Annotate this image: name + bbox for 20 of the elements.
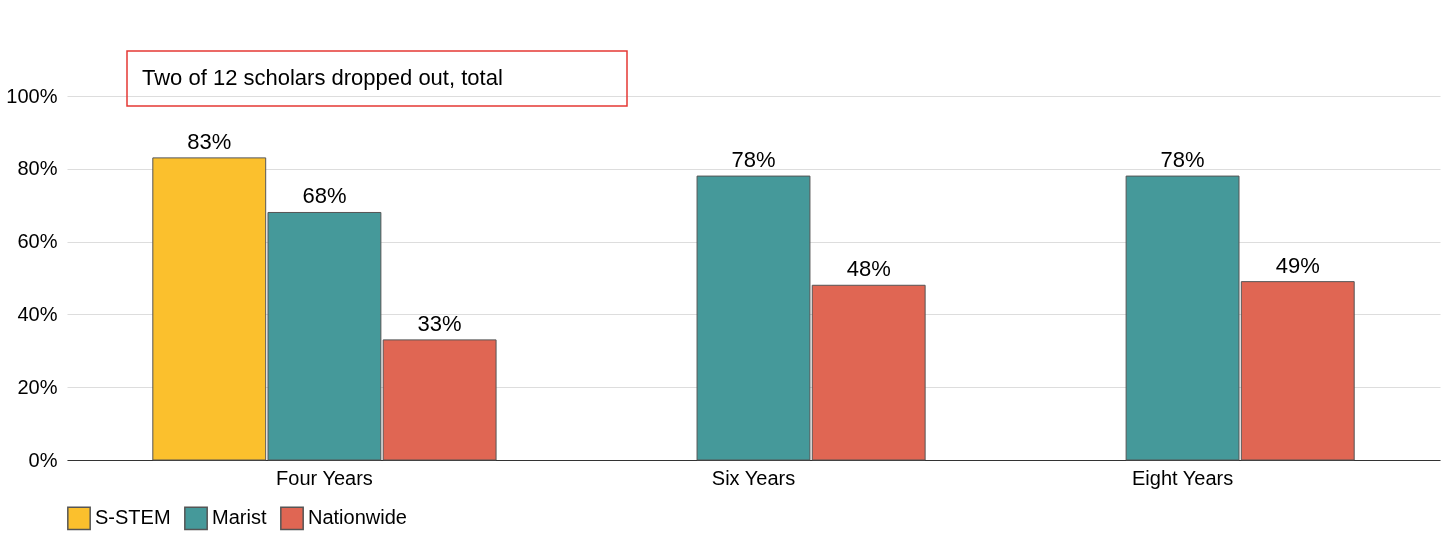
text: 68% xyxy=(302,183,347,209)
y-tick-label: 100% xyxy=(6,84,58,107)
y-tick-label: 40% xyxy=(17,302,58,325)
y-tick-label: 20% xyxy=(17,375,58,398)
text: 83% xyxy=(187,128,232,154)
text: 78% xyxy=(731,147,776,173)
legend-label: Marist xyxy=(212,506,267,529)
text: 48% xyxy=(846,256,891,282)
text: Two of 12 scholars dropped out, total xyxy=(142,65,503,90)
legend-label: S-STEM xyxy=(95,506,171,529)
x-tick-label: Six Years xyxy=(711,466,796,489)
text: 78% xyxy=(1160,147,1205,173)
text: 33% xyxy=(417,310,462,336)
legend-label: Nationwide xyxy=(308,506,407,529)
y-tick-label: 0% xyxy=(28,448,58,471)
y-tick-label: 60% xyxy=(17,230,58,253)
x-tick-label: Eight Years xyxy=(1131,466,1234,489)
x-tick-label: Four Years xyxy=(276,466,373,489)
y-tick-label: 80% xyxy=(17,157,58,180)
text: 49% xyxy=(1275,252,1320,278)
